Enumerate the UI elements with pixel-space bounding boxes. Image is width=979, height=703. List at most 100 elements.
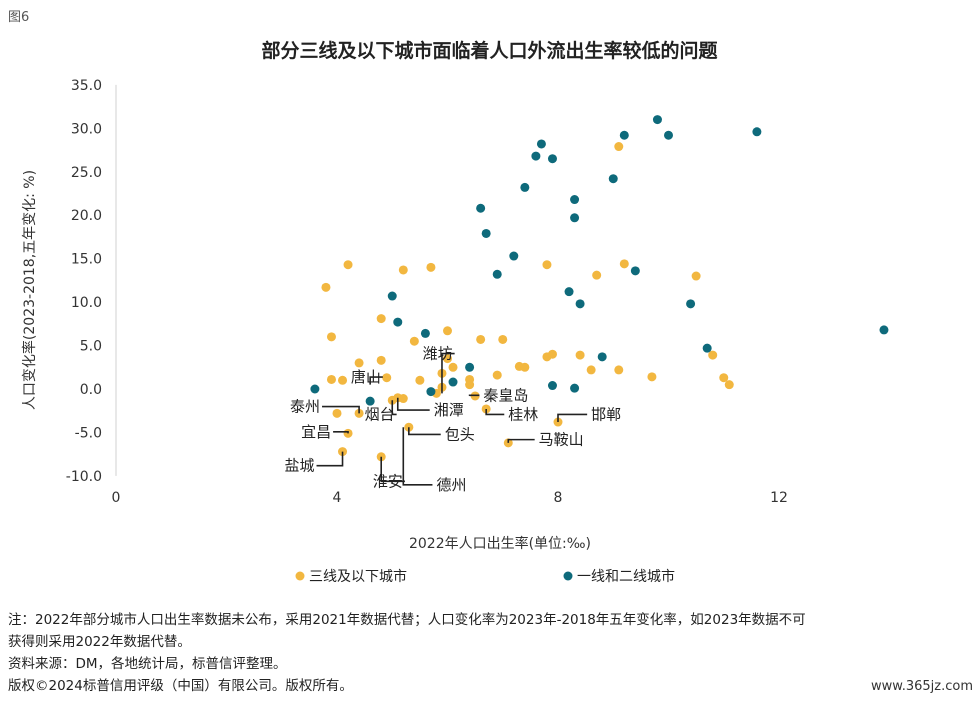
- point-third-tier: [547, 349, 557, 359]
- point-third-tier: [586, 365, 596, 375]
- point-third-tier: [719, 373, 729, 383]
- point-third-tier: [426, 262, 436, 272]
- scatter-plot: 35.0 30.0 25.0 20.0 15.0 10.0 5.0 0.0 -5.0 -10.0 0…: [21, 78, 889, 585]
- point-third-tier: [448, 362, 458, 372]
- annotation-leader: [316, 451, 344, 467]
- annotation-label: 宜昌: [301, 423, 331, 441]
- legend-marker: [563, 571, 573, 581]
- legend-label: 一线和二线城市: [577, 568, 675, 585]
- point-first-second-tier: [619, 130, 629, 140]
- y-tick-label: 30.0: [71, 121, 102, 137]
- x-tick-label: 12: [770, 490, 788, 506]
- footnote-line-1: 注：2022年部分城市人口出生率数据未公布，采用2021年数据代替；人口变化率为…: [8, 612, 806, 628]
- annotation-leader: [402, 427, 433, 486]
- point-third-tier: [382, 373, 392, 383]
- point-third-tier: [542, 260, 552, 270]
- point-first-second-tier: [664, 130, 673, 140]
- point-first-second-tier: [597, 352, 607, 362]
- point-first-second-tier: [465, 362, 475, 372]
- point-first-second-tier: [520, 182, 530, 192]
- point-first-second-tier: [448, 377, 458, 387]
- y-tick-label: 0.0: [80, 382, 102, 398]
- footnote-line-2: 获得则采用2022年数据代替。: [8, 634, 191, 650]
- point-first-second-tier: [686, 299, 696, 309]
- annotation-leader: [380, 456, 405, 483]
- point-first-second-tier: [387, 291, 397, 301]
- annotation-leader: [369, 376, 383, 385]
- point-first-second-tier: [420, 328, 430, 338]
- point-third-tier: [443, 326, 452, 336]
- annotation-leader: [507, 438, 535, 443]
- annotation-label: 唐山: [351, 368, 381, 386]
- point-third-tier: [724, 380, 734, 390]
- annotation-label: 湘潭: [434, 401, 464, 419]
- point-first-second-tier: [365, 396, 375, 406]
- annotation-label: 烟台: [365, 405, 395, 423]
- point-first-second-tier: [509, 251, 519, 261]
- annotation-label: 包头: [445, 425, 475, 443]
- point-third-tier: [614, 365, 624, 375]
- point-third-tier: [398, 265, 408, 275]
- copyright-note: 版权©2024标普信用评级（中国）有限公司。版权所有。: [8, 678, 353, 694]
- annotation-label: 桂林: [508, 405, 538, 423]
- point-third-tier: [343, 260, 353, 270]
- annotation-leader: [468, 394, 480, 397]
- y-tick-label: 10.0: [71, 295, 102, 311]
- annotation-label: 泰州: [290, 398, 320, 416]
- annotation-leader: [441, 352, 455, 394]
- annotation-leader: [391, 400, 397, 416]
- annotation-leader: [333, 430, 349, 434]
- point-first-second-tier: [752, 127, 762, 137]
- point-third-tier: [476, 334, 486, 344]
- point-third-tier: [691, 271, 701, 281]
- point-third-tier: [443, 354, 452, 364]
- point-third-tier: [647, 372, 657, 382]
- point-first-second-tier: [426, 387, 436, 397]
- point-third-tier: [398, 394, 408, 404]
- point-first-second-tier: [570, 195, 580, 205]
- point-third-tier: [498, 334, 508, 344]
- point-first-second-tier: [547, 154, 557, 164]
- y-tick-label: -5.0: [75, 425, 102, 441]
- point-third-tier: [492, 370, 502, 380]
- point-first-second-tier: [564, 287, 574, 297]
- point-third-tier: [465, 380, 475, 390]
- footnote: 注：2022年部分城市人口出生率数据未公布，采用2021年数据代替；人口变化率为…: [8, 609, 973, 697]
- point-first-second-tier: [630, 266, 640, 276]
- point-third-tier: [708, 350, 718, 360]
- y-tick-label: 5.0: [80, 339, 102, 355]
- point-first-second-tier: [481, 228, 491, 238]
- point-third-tier: [575, 350, 585, 360]
- y-axis-title: 人口变化率(2023-2018,五年变化: %): [21, 170, 38, 410]
- annotation-leader: [557, 413, 588, 423]
- point-first-second-tier: [570, 213, 580, 223]
- point-first-second-tier: [547, 381, 557, 391]
- annotation-leader: [408, 427, 441, 436]
- point-third-tier: [326, 374, 336, 384]
- point-third-tier: [614, 142, 624, 152]
- point-third-tier: [619, 259, 629, 269]
- y-tick-label: 15.0: [71, 252, 102, 268]
- point-first-second-tier: [575, 299, 585, 309]
- point-first-second-tier: [476, 203, 486, 213]
- y-tick-label: -10.0: [66, 469, 102, 485]
- legend-label: 三线及以下城市: [309, 568, 407, 585]
- annotation-label: 秦皇岛: [483, 386, 528, 404]
- point-first-second-tier: [536, 139, 546, 149]
- annotation-leader: [485, 408, 505, 416]
- annotation-label: 潍坊: [423, 345, 453, 363]
- point-first-second-tier: [492, 269, 502, 279]
- point-first-second-tier: [652, 115, 662, 125]
- annotation-label: 盐城: [285, 457, 315, 475]
- annotation-label: 德州: [436, 476, 466, 494]
- source-note: 资料来源：DM，各地统计局，标普信评整理。: [8, 656, 287, 672]
- y-tick-label: 25.0: [71, 165, 102, 181]
- y-tick-label: 20.0: [71, 208, 102, 224]
- annotation-label: 淮安: [373, 472, 403, 490]
- point-first-second-tier: [393, 317, 403, 327]
- point-third-tier: [376, 314, 386, 324]
- watermark: www.365jz.com: [871, 679, 973, 694]
- annotation-leader: [322, 405, 360, 414]
- x-tick-label: 4: [333, 490, 342, 506]
- legend-marker: [295, 571, 305, 581]
